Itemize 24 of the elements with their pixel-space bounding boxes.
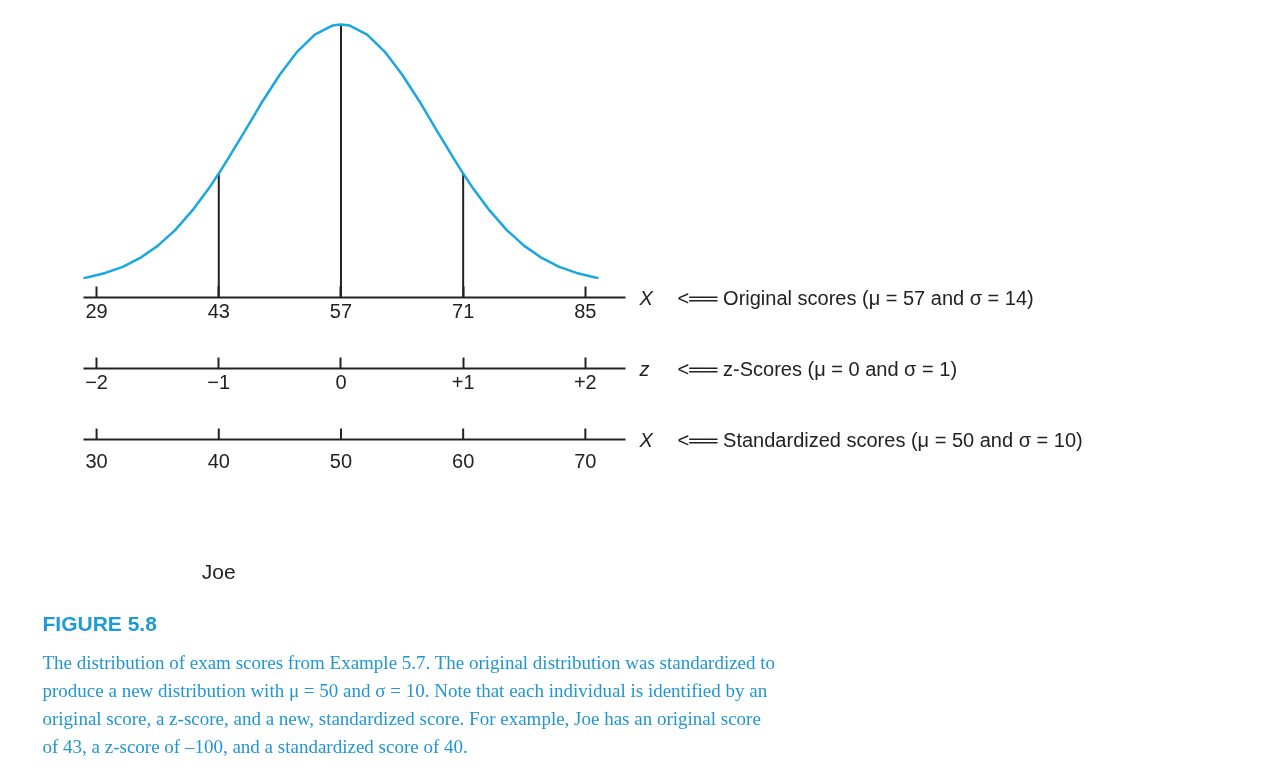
x-tick-label: 43 (207, 299, 230, 322)
x-tick-label: 57 (329, 299, 353, 322)
text: Joe (201, 560, 236, 583)
text: 50 (329, 449, 353, 472)
text: X (638, 428, 654, 451)
text: 70 (574, 449, 597, 472)
x2-tick-label: −2 (85, 370, 108, 393)
x2-tick-label: 0 (335, 370, 347, 393)
text: <══ Original scores (μ = 57 and σ = 14) (677, 286, 1034, 309)
x-tick-label: 29 (85, 299, 108, 322)
x2-tick-label: +1 (451, 370, 475, 393)
x-tick-label: 85 (574, 299, 597, 322)
x2-axis-title: z (638, 357, 650, 380)
text: FIGURE 5.8 (42, 612, 158, 635)
text: 60 (452, 449, 475, 472)
x2-tick-label: −1 (207, 370, 231, 393)
text: 40 (207, 449, 230, 472)
x-axis-title: X (638, 286, 654, 309)
text: <══ z-Scores (μ = 0 and σ = 1) (677, 357, 958, 380)
text: <══ Standardized scores (μ = 50 and σ = 10) (677, 428, 1083, 451)
text: 30 (85, 449, 108, 472)
x2-tick-label: +2 (573, 370, 597, 393)
x-tick-label: 71 (452, 299, 475, 322)
text: The distribution of exam scores from Example 5.7. The original distribution was standardized to produce a new distribution with μ = 50 and σ = 10. Note that each individual is identified by an original score, a z-score, and a new, standardized score. For example, Joe has an original score of 43, a z-score of –100, and a standardized score of 40. (42, 652, 776, 757)
